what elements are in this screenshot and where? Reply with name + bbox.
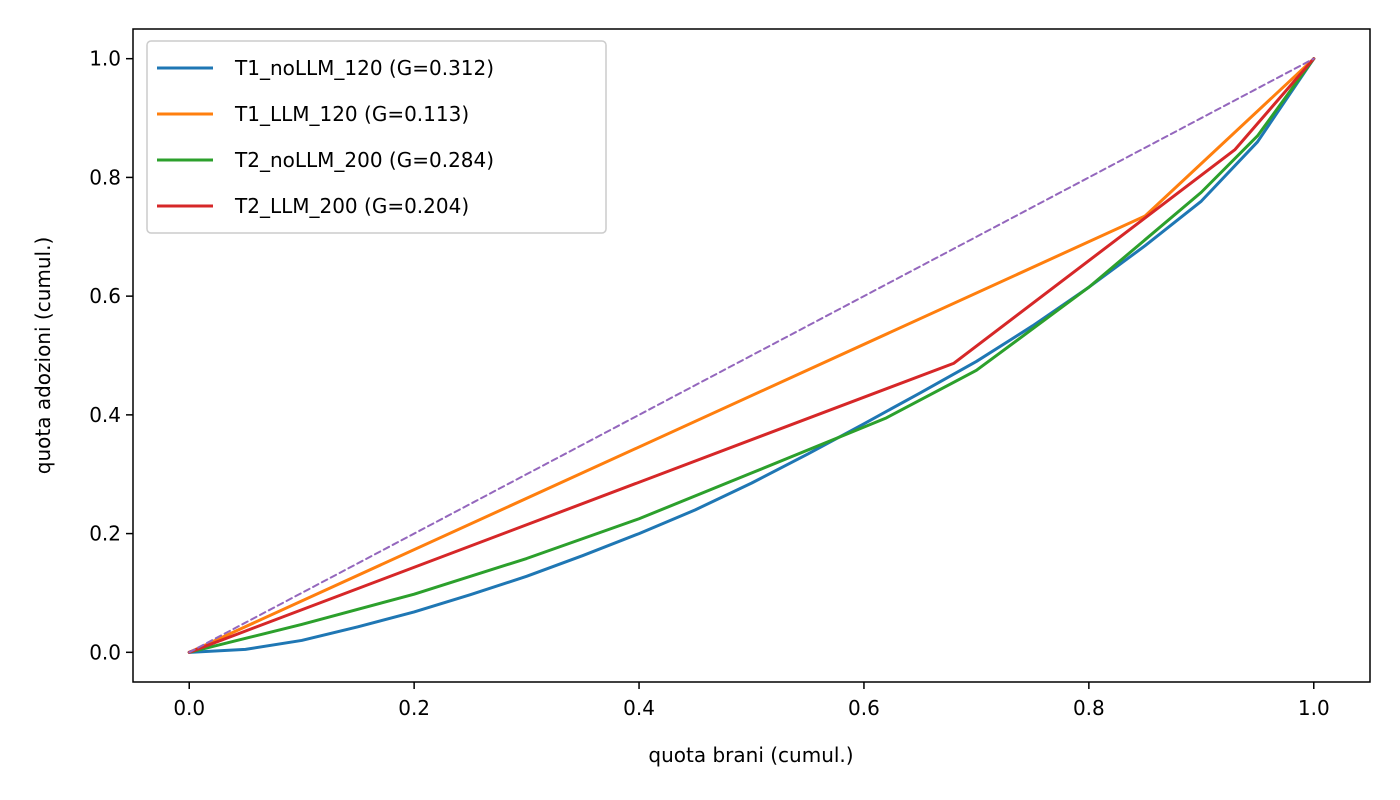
legend-box (146, 40, 607, 234)
legend: T1_noLLM_120 (G=0.312) T1_LLM_120 (G=0.11… (146, 40, 607, 234)
x-tick-label: 0.2 (398, 696, 430, 720)
x-tick-label: 0.0 (173, 696, 205, 720)
series-line-3 (187, 57, 1316, 654)
x-axis-label: quota brani (cumul.) (648, 743, 853, 767)
x-tick-label: 0.6 (848, 696, 880, 720)
legend-label: T1_noLLM_120 (G=0.312) (234, 56, 494, 80)
legend-label: T2_noLLM_200 (G=0.284) (234, 148, 494, 172)
x-tick-label: 0.8 (1073, 696, 1105, 720)
y-tick-label: 1.0 (89, 47, 121, 71)
legend-label: T2_LLM_200 (G=0.204) (234, 194, 469, 218)
y-axis-label: quota adozioni (cumul.) (31, 237, 55, 474)
y-tick-label: 0.2 (89, 522, 121, 546)
series-line-2 (187, 57, 1316, 654)
y-tick-label: 0.0 (89, 640, 121, 664)
y-tick-label: 0.4 (89, 403, 121, 427)
y-tick-label: 0.8 (89, 165, 121, 189)
series-line-0 (187, 57, 1316, 654)
y-tick-label: 0.6 (89, 284, 121, 308)
ticks-layer: 0.0 0.2 0.4 0.6 0.8 1.0 0.0 0.2 0.4 0.6 0.8 1.0 (89, 47, 1329, 720)
equality-line (188, 57, 1315, 654)
plot-frame (132, 28, 1371, 683)
series-layer (187, 57, 1316, 654)
x-tick-label: 0.4 (623, 696, 655, 720)
series-line-1 (187, 57, 1316, 654)
legend-label: T1_LLM_120 (G=0.113) (234, 102, 469, 126)
x-tick-label: 1.0 (1298, 696, 1330, 720)
